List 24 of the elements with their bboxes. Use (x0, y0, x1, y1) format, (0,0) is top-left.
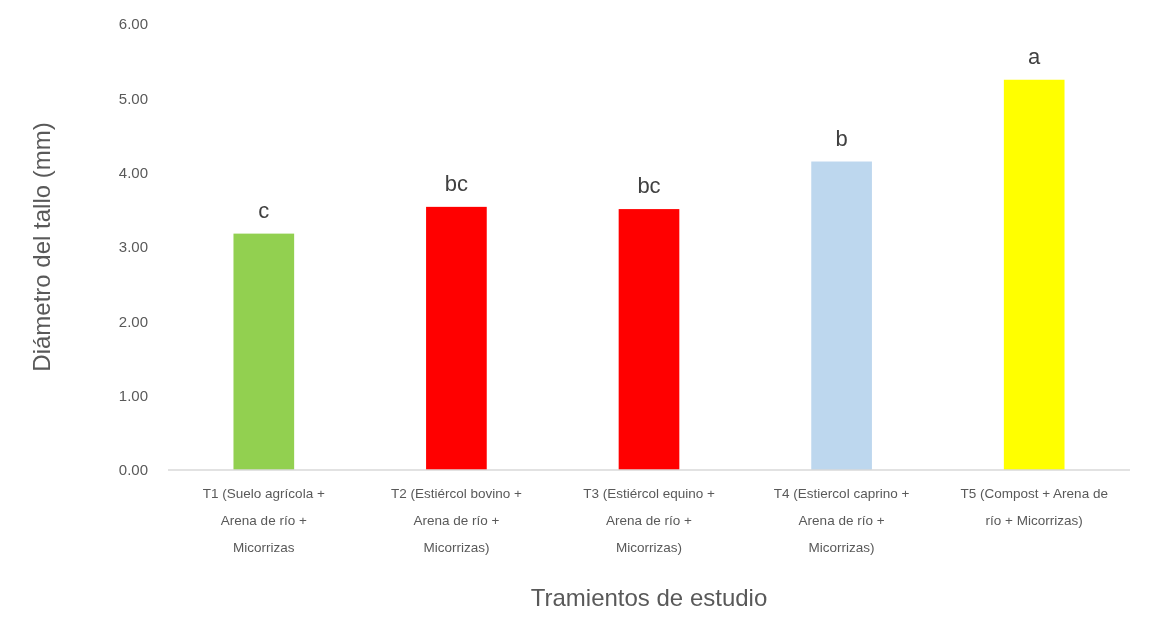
bar (426, 206, 487, 470)
bar (811, 161, 872, 470)
y-tick-label: 2.00 (118, 312, 148, 330)
y-tick-label: 3.00 (118, 238, 148, 256)
x-tick-label: T4 (Estiercol caprino + Arena de río + Micorrizas) (773, 486, 910, 555)
annotation: bc (444, 170, 469, 196)
y-tick-label: 0.00 (118, 461, 148, 479)
x-axis-title: Tramientos de estudio (530, 584, 768, 611)
y-tick-label: 1.00 (118, 386, 148, 404)
x-tick-label: T3 (Estiércol equino + Arena de río + Micorrizas) (583, 486, 715, 555)
annotation: a (1028, 43, 1042, 69)
x-tick-label: T5 (Compost + Arena de río + Micorrizas) (960, 486, 1108, 528)
x-tick-label: T2 (Estiércol bovino + Arena de río + Micorrizas) (390, 486, 522, 555)
annotation: b (835, 125, 848, 151)
y-tick-label: 4.00 (118, 163, 148, 181)
bar (618, 209, 680, 470)
bar (233, 233, 295, 470)
annotation: c (258, 197, 270, 223)
annotation: bc (637, 173, 661, 199)
bar (1003, 79, 1065, 470)
y-tick-label: 6.00 (118, 15, 148, 33)
x-tick-label: T1 (Suelo agrícola + Arena de río + Micorrizas (202, 486, 325, 555)
y-axis-title: Diámetro del tallo (mm) (28, 122, 55, 372)
y-tick-label: 5.00 (118, 89, 148, 107)
